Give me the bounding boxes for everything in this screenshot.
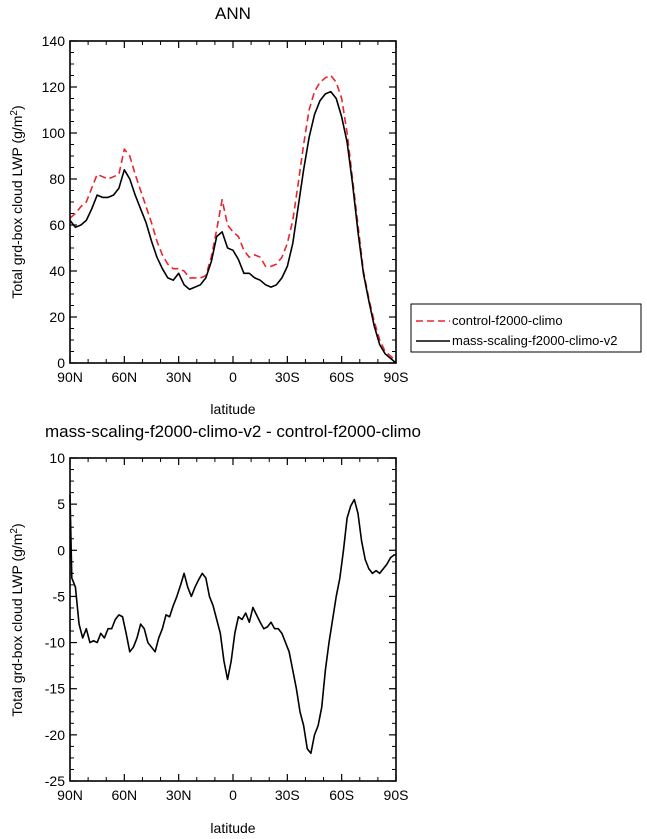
top-y-axis-label-main: Total grd-box cloud LWP (g/m [9, 116, 25, 299]
bottom-x-axis-label: latitude [210, 820, 255, 836]
top-x-tick-label: 30S [275, 369, 300, 385]
top-x-tick-label: 60S [329, 369, 354, 385]
top-y-tick-label: 20 [49, 309, 65, 325]
bottom-x-tick-label: 60N [111, 787, 137, 803]
bottom-chart-title: mass-scaling-f2000-climo-v2 - control-f2… [45, 422, 421, 441]
bottom-y-tick-label: 10 [49, 450, 65, 466]
top-y-tick-label: 140 [42, 33, 66, 49]
top-series-line-1 [69, 74, 397, 362]
bottom-x-tick-label: 90S [384, 787, 409, 803]
bottom-y-axis-label-sup: 2 [9, 528, 20, 534]
bottom-y-tick-label: 5 [57, 496, 65, 512]
top-x-tick-label: 0 [229, 369, 237, 385]
bottom-y-axis-label: Total grd-box cloud LWP (g/m2) [9, 523, 25, 716]
top-y-tick-label: 100 [42, 125, 66, 141]
top-plot-frame [69, 40, 397, 364]
bottom-y-tick-label: 0 [57, 542, 65, 558]
top-y-tick-label: 80 [49, 171, 65, 187]
bottom-y-tick-label: -10 [45, 635, 65, 651]
bottom-series-line-1 [69, 494, 396, 755]
top-x-tick-label: 60N [111, 369, 137, 385]
bottom-y-tick-label: -20 [45, 727, 65, 743]
bottom-plot-frame [69, 457, 397, 782]
bottom-x-tick-label: 30N [166, 787, 192, 803]
bottom-x-tick-label: 0 [229, 787, 237, 803]
top-y-axis-label-sup: 2 [9, 110, 20, 116]
bottom-y-axis-label-main: Total grd-box cloud LWP (g/m [9, 534, 25, 717]
bottom-y-tick-label: -25 [45, 773, 65, 789]
bottom-chart-panel: 90N 60N 30N 0 30S 60S 90S -25 -20 -15 -10 -5 0 5 10 [45, 450, 409, 803]
top-y-tick-label: 40 [49, 263, 65, 279]
top-x-tick-label: 30N [166, 369, 192, 385]
top-y-tick-label: 0 [57, 355, 65, 371]
legend-label-control: control-f2000-climo [452, 313, 563, 328]
bottom-x-tick-label: 90N [57, 787, 83, 803]
bottom-x-tick-label: 60S [329, 787, 354, 803]
top-y-axis-label-end: ) [9, 105, 25, 110]
bottom-y-tick-label: -5 [53, 588, 66, 604]
top-y-tick-label: 60 [49, 217, 65, 233]
top-y-axis-label: Total grd-box cloud LWP (g/m2) [9, 105, 25, 298]
top-x-axis-label: latitude [210, 401, 255, 417]
top-x-tick-label: 90N [57, 369, 83, 385]
bottom-x-tick-label: 30S [275, 787, 300, 803]
legend-box [410, 303, 642, 353]
top-x-tick-label: 90S [384, 369, 409, 385]
top-y-tick-label: 120 [42, 79, 66, 95]
legend-label-mass-scaling: mass-scaling-f2000-climo-v2 [452, 333, 617, 348]
bottom-y-axis-label-end: ) [9, 523, 25, 528]
top-series-line-2 [69, 90, 397, 364]
legend: control-f2000-climo mass-scaling-f2000-c… [410, 303, 642, 353]
top-chart-title: ANN [215, 4, 251, 23]
bottom-y-tick-label: -15 [45, 681, 65, 697]
top-chart-panel: 90N 60N 30N 0 30S 60S 90S 0 20 40 60 80 100 120 140 [42, 33, 409, 385]
